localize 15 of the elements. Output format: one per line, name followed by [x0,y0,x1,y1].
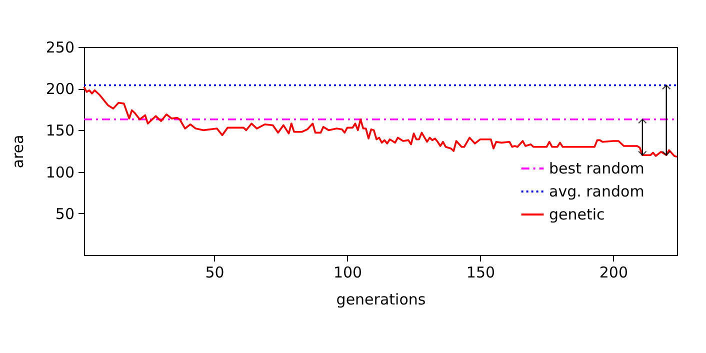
y-tick-label: 100 [46,163,74,182]
y-tick-label: 150 [46,122,74,140]
y-axis-title: area [8,134,27,168]
x-tick-label: 100 [333,264,362,282]
line-series [83,86,678,158]
x-tick-label: 50 [205,264,224,282]
legend-label: avg. random [549,182,644,200]
x-axis-title: generations [336,290,426,308]
legend-label: genetic [549,206,605,224]
y-tick-label: 50 [55,204,74,223]
x-tick-label: 150 [466,264,496,282]
x-tick-label: 200 [599,264,628,282]
y-tick-label: 200 [46,80,74,98]
y-tick-label: 250 [46,38,74,56]
legend-label: best random [549,160,644,178]
